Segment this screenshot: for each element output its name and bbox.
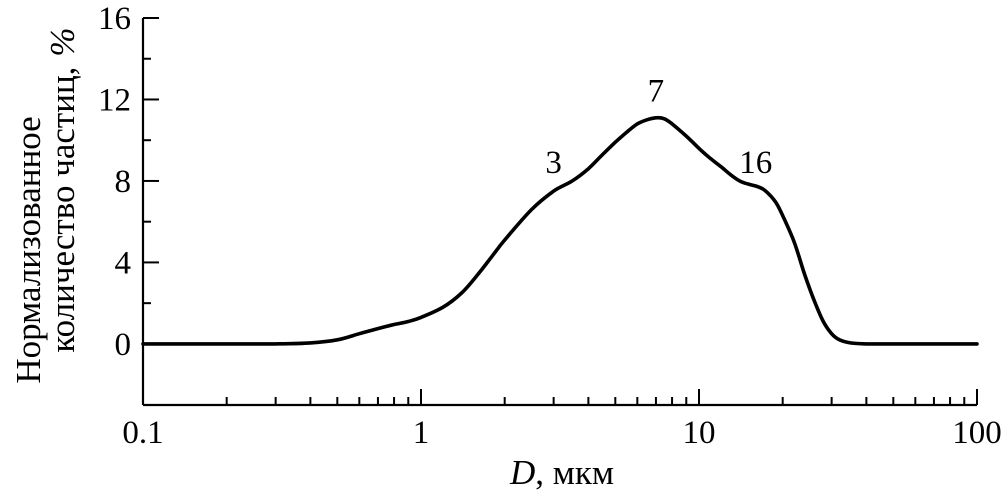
y-tick-label: 4 — [115, 245, 132, 281]
x-tick-label: 10 — [683, 415, 716, 451]
y-tick-label: 8 — [115, 164, 132, 200]
x-axis-ticks: 0.1 1 10 100 — [122, 389, 1002, 451]
x-axis-title: D, мкм — [509, 453, 614, 492]
y-tick-label: 12 — [98, 82, 131, 118]
y-axis-title-text: количество частиц, — [43, 67, 82, 353]
y-axis-unit: % — [43, 27, 82, 56]
y-axis-title-line1: Нормализованное — [9, 116, 48, 383]
peak-label: 16 — [739, 145, 772, 181]
y-axis-ticks: 0 4 8 12 16 — [98, 1, 159, 363]
annotations: 3 7 16 — [545, 74, 772, 181]
x-axis-unit: , мкм — [535, 453, 614, 492]
peak-label: 7 — [648, 74, 665, 110]
distribution-curve — [141, 115, 979, 346]
y-tick-label: 0 — [115, 327, 132, 363]
peak-label: 3 — [545, 145, 562, 181]
x-axis-variable: D — [509, 453, 535, 492]
axes — [141, 18, 977, 407]
x-tick-label: 1 — [413, 415, 430, 451]
y-tick-label: 16 — [98, 1, 131, 37]
series-layer — [141, 115, 979, 346]
x-tick-label: 0.1 — [122, 415, 163, 451]
y-axis-title-line2: количество частиц,% — [43, 27, 82, 352]
x-tick-label: 100 — [952, 415, 1002, 451]
